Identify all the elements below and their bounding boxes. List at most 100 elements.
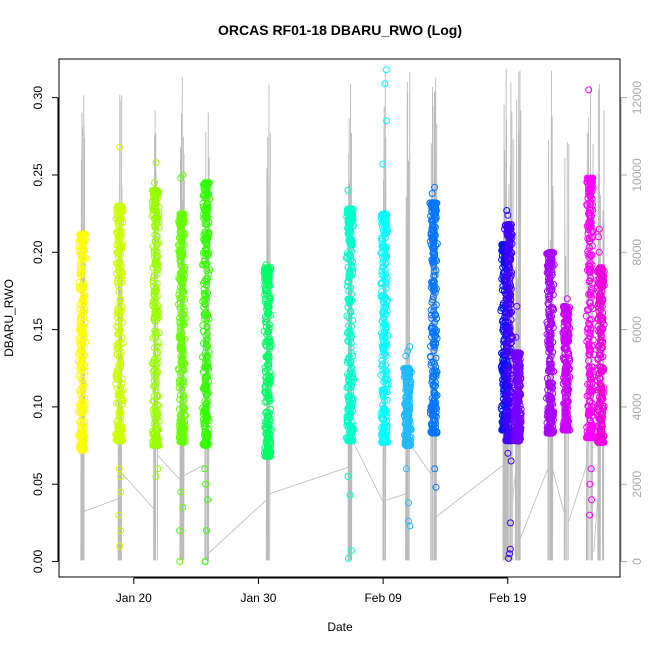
- data-point: [153, 316, 161, 324]
- data-point: [153, 431, 161, 439]
- data-point: [149, 299, 157, 307]
- data-point: [181, 314, 189, 322]
- data-point-outlier: [116, 542, 124, 550]
- data-point: [115, 388, 123, 396]
- data-point: [179, 378, 186, 385]
- data-point: [113, 367, 121, 375]
- data-point: [153, 357, 161, 365]
- data-point: [155, 418, 163, 425]
- x-tick-label: Feb 19: [489, 591, 527, 605]
- data-point: [154, 368, 162, 376]
- data-point: [117, 215, 125, 222]
- data-point: [176, 294, 184, 302]
- data-point: [79, 386, 87, 394]
- data-point: [116, 310, 124, 318]
- data-point: [152, 238, 159, 246]
- data-point: [78, 404, 85, 412]
- data-point: [116, 327, 123, 335]
- data-point: [116, 296, 124, 304]
- data-point: [151, 361, 159, 369]
- data-point: [176, 319, 184, 327]
- altitude-connector: [269, 466, 349, 495]
- data-point: [79, 248, 87, 256]
- x-tick-label: Feb 09: [364, 591, 402, 605]
- data-point: [177, 226, 185, 234]
- data-point: [176, 391, 184, 399]
- data-point: [152, 417, 160, 424]
- data-point: [81, 319, 89, 327]
- data-point: [79, 325, 86, 332]
- data-point: [150, 247, 158, 254]
- data-point: [115, 273, 123, 281]
- data-point: [180, 310, 188, 318]
- data-point: [150, 249, 158, 257]
- data-point: [153, 427, 161, 435]
- data-point: [151, 253, 159, 261]
- data-point: [75, 372, 83, 380]
- data-point: [113, 431, 121, 439]
- altitude-connector: [436, 465, 504, 517]
- data-point-outlier: [177, 488, 185, 496]
- data-point: [152, 407, 160, 415]
- data-point: [181, 335, 189, 343]
- altitude-connector: [593, 499, 598, 552]
- altitude-connector: [552, 469, 565, 512]
- data-point: [77, 266, 85, 274]
- data-point-outlier: [177, 174, 185, 182]
- data-point-outlier: [116, 143, 124, 151]
- data-point: [155, 329, 163, 337]
- data-point: [80, 381, 88, 389]
- data-point: [79, 327, 87, 335]
- data-point: [177, 278, 185, 286]
- altitude-connector: [83, 498, 118, 512]
- data-point: [113, 241, 121, 249]
- data-point: [149, 278, 157, 286]
- data-point: [179, 248, 187, 255]
- data-point: [179, 213, 186, 221]
- altitude-connector: [121, 472, 155, 509]
- altitude-connector: [208, 500, 267, 554]
- data-point: [113, 418, 121, 426]
- data-point-outlier: [176, 558, 184, 565]
- data-point: [113, 399, 120, 407]
- data-point: [150, 392, 158, 400]
- data-point: [178, 268, 186, 276]
- data-point: [79, 295, 87, 303]
- data-point: [113, 322, 121, 330]
- data-point: [152, 368, 160, 375]
- data-point: [155, 343, 163, 351]
- data-point: [151, 383, 159, 391]
- data-point: [150, 366, 158, 374]
- data-point: [154, 434, 162, 442]
- y2-tick-label: 8000: [630, 239, 644, 266]
- data-point: [118, 278, 126, 286]
- data-point: [151, 307, 159, 315]
- data-point: [115, 427, 123, 435]
- data-point: [78, 401, 86, 409]
- data-point: [149, 359, 157, 367]
- data-point: [149, 203, 157, 211]
- data-point: [150, 206, 157, 214]
- data-point: [116, 207, 124, 215]
- data-point: [75, 283, 83, 290]
- data-point: [177, 246, 185, 254]
- data-point: [155, 210, 163, 218]
- y2-tick-label: 12000: [630, 81, 644, 115]
- data-point: [78, 426, 86, 434]
- y-tick-label: 0.05: [31, 472, 45, 496]
- data-point: [152, 188, 160, 196]
- data-point: [177, 371, 185, 379]
- data-point: [115, 344, 123, 352]
- y-tick-label: 0.25: [31, 163, 45, 187]
- data-point: [77, 233, 85, 241]
- data-point: [116, 215, 124, 223]
- data-point-outlier: [176, 527, 184, 535]
- data-point-outlier: [152, 473, 160, 480]
- data-point: [119, 339, 127, 347]
- data-point: [76, 284, 84, 292]
- data-point-outlier: [79, 442, 87, 450]
- altitude-connector: [512, 475, 516, 499]
- data-point: [154, 263, 162, 271]
- data-point: [179, 349, 187, 357]
- data-point: [149, 441, 157, 449]
